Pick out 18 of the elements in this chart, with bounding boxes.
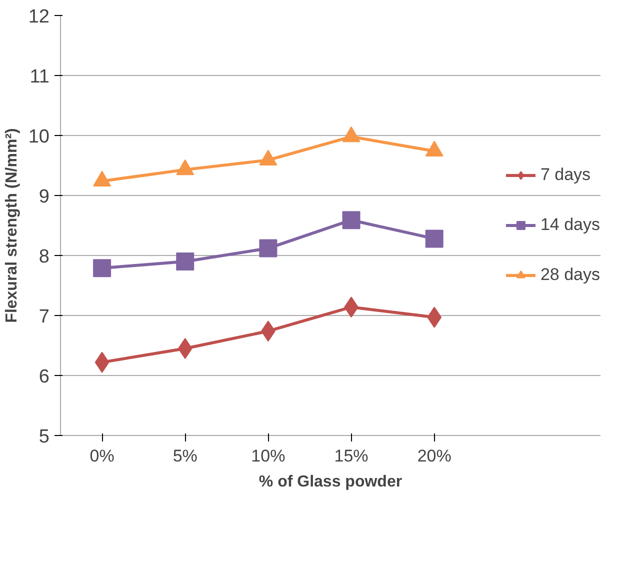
y-tick-label: 12 xyxy=(28,6,50,28)
y-tick-label: 10 xyxy=(28,126,50,148)
y-tick-label: 11 xyxy=(30,66,50,88)
legend-label: 7 days xyxy=(540,165,591,185)
y-tick-label: 9 xyxy=(38,186,50,208)
y-tick-label: 7 xyxy=(38,306,50,328)
x-tick-label: 5% xyxy=(172,446,198,466)
x-tick-label: 15% xyxy=(334,446,368,466)
y-tick-label: 8 xyxy=(38,246,50,268)
x-tick-label: 0% xyxy=(90,446,114,466)
legend-label: 28 days xyxy=(540,265,600,285)
y-axis-title: Flexural strength (N/mm²) xyxy=(3,128,20,323)
x-tick-label: 10% xyxy=(251,446,286,466)
x-tick-label: 20% xyxy=(417,446,452,466)
y-tick-label: 6 xyxy=(38,366,50,388)
y-tick-label: 5 xyxy=(38,426,50,448)
x-axis-title: % of Glass powder xyxy=(258,474,402,490)
legend-label: 14 days xyxy=(540,215,600,235)
